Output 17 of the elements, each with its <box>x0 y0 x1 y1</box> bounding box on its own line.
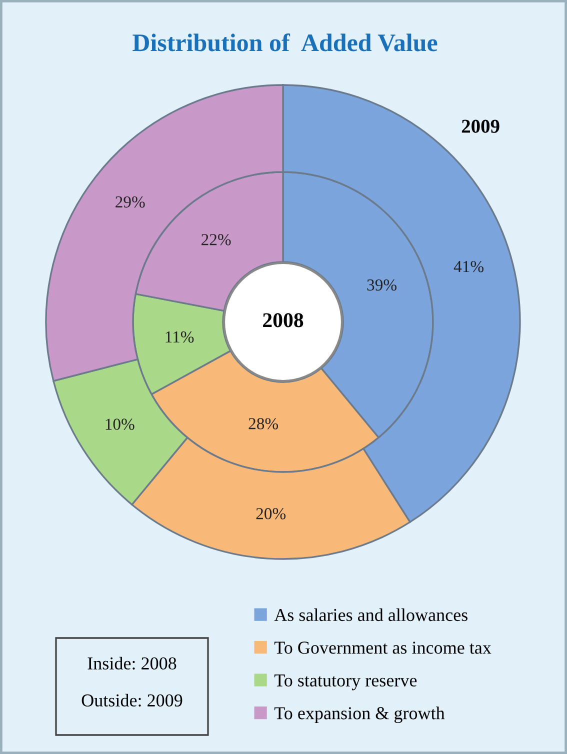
legend-label: To expansion & growth <box>274 706 445 724</box>
legend-label: To statutory reserve <box>274 674 417 690</box>
legend-label: As salaries and allowances <box>274 608 468 622</box>
legend-label: To Government as income tax <box>274 642 492 654</box>
slice-label: 2008 <box>263 313 304 328</box>
data-label: 20% <box>256 508 286 520</box>
data-label: 11% <box>166 331 194 343</box>
data-label: 22% <box>202 234 231 246</box>
slice-label: 2009 <box>462 120 500 133</box>
data-label: 28% <box>248 418 278 430</box>
data-label: 29% <box>116 196 145 208</box>
text: Inside: 2008 <box>88 656 176 670</box>
data-label: 39% <box>367 279 396 291</box>
data-label: 41% <box>454 260 484 272</box>
data-label: 10% <box>106 418 134 430</box>
chart-title: Distribution of Added Value <box>132 33 438 52</box>
text: Outside: 2009 <box>82 694 182 707</box>
